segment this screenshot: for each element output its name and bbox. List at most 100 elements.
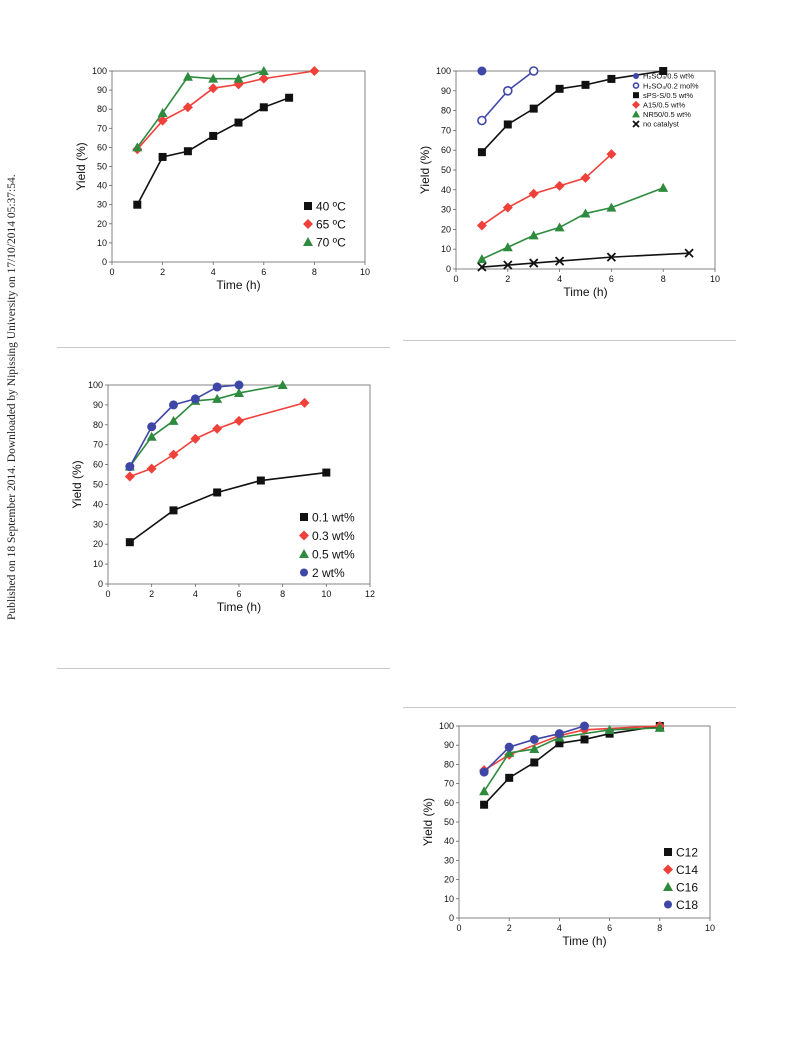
y-tick-label: 80: [444, 759, 454, 769]
x-tick-label: 4: [193, 589, 198, 599]
data-point: [554, 180, 565, 191]
y-tick-label: 30: [97, 200, 107, 210]
series-2: [479, 722, 665, 796]
data-point: [234, 118, 243, 127]
y-tick-label: 0: [446, 264, 451, 274]
x-tick-label: 6: [261, 267, 266, 277]
y-tick-label: 90: [97, 85, 107, 95]
y-tick-label: 50: [444, 817, 454, 827]
legend-marker: [632, 120, 640, 128]
y-tick-label: 0: [98, 579, 103, 589]
x-tick-label: 4: [557, 923, 562, 933]
series-2: [132, 66, 269, 152]
data-point: [208, 73, 219, 83]
x-axis-label: Time (h): [563, 285, 607, 299]
data-point: [606, 202, 617, 212]
data-point: [169, 400, 178, 410]
legend-label: A15/0.5 wt%: [643, 101, 685, 110]
x-tick-label: 6: [607, 923, 612, 933]
data-point: [528, 230, 539, 240]
data-point: [580, 735, 589, 744]
x-tick-label: 6: [609, 274, 614, 284]
data-point: [684, 248, 694, 258]
x-tick-label: 12: [365, 589, 375, 599]
data-point: [528, 188, 539, 199]
data-point: [212, 393, 223, 403]
data-point: [212, 423, 223, 434]
legend-label: 40 ºC: [316, 199, 346, 213]
legend-marker: [632, 110, 640, 118]
legend-label: H₂SO₄/0.2 mol%: [643, 81, 699, 90]
series-3: [476, 149, 617, 231]
y-tick-label: 10: [441, 244, 451, 254]
data-point: [158, 152, 167, 161]
y-tick-label: 20: [441, 224, 451, 234]
data-point: [654, 722, 665, 732]
y-tick-label: 100: [92, 66, 107, 76]
divider-middle-right: [403, 707, 736, 708]
legend-label: 70 ºC: [316, 235, 346, 249]
series-5: [477, 248, 694, 272]
series-0: [133, 93, 294, 209]
legend-marker: [300, 513, 308, 521]
x-tick-label: 2: [149, 589, 154, 599]
data-point: [183, 147, 192, 156]
y-tick-label: 90: [444, 740, 454, 750]
data-point: [190, 394, 200, 404]
legend-marker: [633, 73, 639, 79]
x-tick-label: 10: [360, 267, 370, 277]
data-point: [259, 103, 268, 112]
legend-marker: [664, 848, 672, 856]
data-point: [659, 67, 668, 75]
legend-label: no catalyst: [643, 120, 680, 129]
data-point: [607, 74, 616, 83]
series-line: [481, 252, 690, 268]
legend-label: 2 wt%: [312, 566, 345, 580]
series-line: [481, 153, 612, 227]
data-point: [133, 200, 142, 209]
legend-label: 0.3 wt%: [312, 529, 355, 543]
legend-label: NR50/0.5 wt%: [643, 110, 691, 119]
y-tick-label: 20: [93, 539, 103, 549]
legend-label: C12: [676, 845, 698, 859]
x-tick-label: 0: [453, 274, 458, 284]
y-tick-label: 40: [441, 185, 451, 195]
x-tick-label: 8: [280, 589, 285, 599]
data-point: [503, 120, 512, 129]
y-tick-label: 100: [439, 721, 454, 731]
series-0: [477, 66, 487, 76]
y-tick-label: 10: [93, 559, 103, 569]
series-line: [483, 727, 660, 792]
y-tick-label: 60: [444, 798, 454, 808]
data-point: [503, 260, 513, 270]
data-point: [529, 744, 540, 754]
y-tick-label: 60: [93, 460, 103, 470]
data-point: [125, 538, 134, 547]
data-point: [309, 66, 320, 76]
data-point: [477, 148, 486, 157]
chart-chain-length: 0 10 20 30 40 50 60 70 80 90 100 0 2 4 6 8 10 Time (h) Yie…: [421, 721, 715, 948]
data-point: [580, 208, 591, 218]
x-tick-label: 0: [456, 923, 461, 933]
x-tick-label: 4: [211, 267, 216, 277]
y-tick-label: 30: [93, 519, 103, 529]
divider-top-left: [57, 347, 390, 348]
y-tick-label: 40: [97, 181, 107, 191]
legend-label: sPS-S/0.5 wt%: [643, 91, 693, 100]
divider-top-right: [403, 340, 736, 341]
legend-marker: [300, 568, 308, 577]
data-point: [502, 202, 513, 213]
chart-catalysts: 0 10 20 30 40 50 60 70 80 90 100 0 2 4 6 8 10 Time (h) Yie…: [418, 66, 720, 299]
legend: 0.1 wt% 0.3 wt% 0.5 wt% 2 wt%: [299, 510, 355, 580]
data-point: [124, 471, 135, 482]
series-line: [136, 70, 265, 148]
data-point: [258, 73, 269, 84]
series-1: [124, 397, 310, 482]
data-point: [157, 108, 168, 118]
y-tick-label: 20: [444, 875, 454, 885]
y-tick-label: 40: [93, 499, 103, 509]
y-tick-label: 60: [441, 145, 451, 155]
legend-marker: [663, 864, 673, 875]
data-point: [555, 739, 564, 748]
data-point: [528, 66, 539, 76]
